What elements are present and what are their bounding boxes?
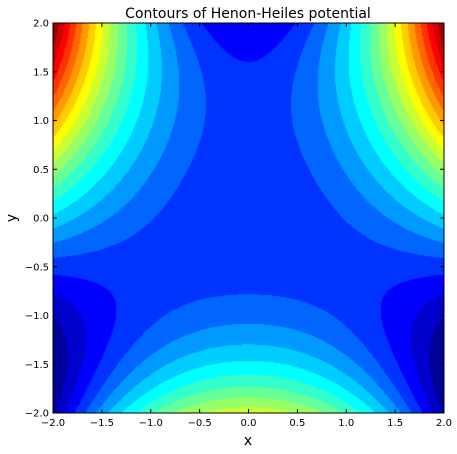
x-tick-label: 1.0 — [338, 418, 354, 429]
y-tick-label: −0.5 — [25, 262, 49, 273]
x-tick-label: −1.0 — [139, 418, 163, 429]
chart-title: Contours of Henon-Heiles potential — [125, 6, 371, 22]
x-axis: −2.0 −1.5 −1.0 −0.5 0.0 0.5 1.0 1.5 2.0 — [41, 23, 452, 429]
x-tick-label: 2.0 — [436, 418, 452, 429]
y-tick-label: 0.5 — [33, 165, 49, 176]
y-tick-label: 1.5 — [33, 67, 49, 78]
y-axis: −2.0 −1.5 −1.0 −0.5 0.0 0.5 1.0 1.5 2.0 — [25, 19, 444, 420]
plot-area — [52, 22, 445, 414]
x-tick-label: −2.0 — [41, 418, 65, 429]
y-tick-label: −1.5 — [25, 360, 49, 371]
y-tick-label: −1.0 — [25, 311, 49, 322]
x-tick-label: −1.5 — [90, 418, 114, 429]
x-tick-label: −0.5 — [187, 418, 211, 429]
x-tick-label: 1.5 — [387, 418, 403, 429]
y-tick-label: −2.0 — [25, 409, 49, 420]
y-tick-label: 0.0 — [33, 214, 49, 225]
y-axis-label: y — [4, 214, 20, 222]
x-axis-label: x — [244, 433, 252, 449]
contour-fill — [53, 23, 444, 413]
x-tick-label: 0.5 — [289, 418, 305, 429]
x-tick-label: 0.0 — [241, 418, 257, 429]
y-tick-label: 1.0 — [33, 116, 49, 127]
y-tick-label: 2.0 — [33, 19, 49, 30]
